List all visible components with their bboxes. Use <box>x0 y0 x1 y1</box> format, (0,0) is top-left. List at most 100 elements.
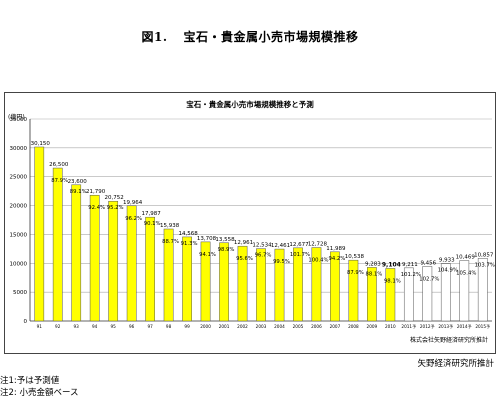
value-label: 15,938 <box>160 223 180 229</box>
growth-rate-label: 100.4% <box>308 258 328 264</box>
y-tick-label: 20000 <box>10 204 28 210</box>
value-label: 19,964 <box>123 200 143 206</box>
bar <box>163 228 174 322</box>
bar <box>34 146 45 322</box>
growth-rate-label: 95.2% <box>107 205 124 211</box>
y-tick-label: 35000 <box>10 117 28 123</box>
figure-number: 図1. <box>141 30 168 44</box>
growth-rate-label: 92.4% <box>88 205 105 211</box>
x-tick-label: 94 <box>92 324 98 329</box>
bar <box>52 167 63 322</box>
value-label: 9,104 <box>382 261 401 268</box>
chart-source: 株式会社矢野経済研究所推計 <box>410 336 488 344</box>
growth-rate-label: 101.7% <box>290 252 310 258</box>
figure-title: 図1. 宝石・貴金属小売市場規模推移 <box>0 28 500 45</box>
growth-rate-label: 96.7% <box>255 253 272 259</box>
x-tick-label: 2007 <box>330 324 341 329</box>
chart-frame <box>4 92 496 354</box>
growth-rate-label: 94.1% <box>199 252 216 258</box>
growth-rate-label: 91.3% <box>181 241 198 247</box>
bar <box>145 216 155 322</box>
x-tick-label: 97 <box>147 324 153 329</box>
bar <box>274 248 285 322</box>
x-tick-label: 2010 <box>385 324 396 329</box>
bar <box>422 266 433 322</box>
value-label: 12,961 <box>234 240 253 246</box>
value-label: 11,989 <box>326 246 346 252</box>
x-tick-label: 2006 <box>311 324 322 329</box>
bar <box>330 251 340 322</box>
bar <box>311 247 322 322</box>
x-tick-label: 2001 <box>219 324 230 329</box>
x-tick-label: 2004 <box>274 324 285 329</box>
x-tick-label: 2013予 <box>438 323 453 329</box>
y-tick-label: 5000 <box>13 290 27 296</box>
bar <box>237 245 248 322</box>
chart-title: 宝石・貴金属小売市場規模推移と予測 <box>186 99 314 109</box>
x-tick-label: 2012予 <box>420 323 435 329</box>
x-tick-label: 95 <box>110 324 116 329</box>
x-tick-label: 2008 <box>348 324 359 329</box>
bar <box>256 248 266 322</box>
y-tick-label: 30000 <box>10 146 28 152</box>
bar <box>367 267 377 322</box>
growth-rate-label: 101.2% <box>401 272 421 278</box>
x-tick-label: 96 <box>129 324 135 329</box>
bar <box>440 263 451 322</box>
value-label: 13,558 <box>215 237 235 243</box>
value-label: 21,790 <box>86 189 106 195</box>
note-1: 注1:予は予測値 <box>0 376 60 386</box>
y-tick-label: 10000 <box>10 261 28 267</box>
bar <box>219 242 229 322</box>
bar <box>200 241 211 322</box>
y-tick-label: 25000 <box>10 175 28 181</box>
bar <box>348 259 359 322</box>
y-tick-label: 15000 <box>10 232 28 238</box>
x-tick-label: 2002 <box>237 324 248 329</box>
value-label: 9,283 <box>365 261 381 267</box>
value-label: 23,600 <box>68 179 88 185</box>
x-tick-label: 2011予 <box>401 323 416 329</box>
figure-title-text: 宝石・貴金属小売市場規模推移 <box>183 30 359 44</box>
x-tick-label: 92 <box>55 324 61 329</box>
value-label: 20,752 <box>105 195 124 201</box>
value-label: 9,211 <box>402 262 418 268</box>
value-label: 12,534 <box>252 243 272 249</box>
value-label: 13,708 <box>197 236 217 242</box>
growth-rate-label: 88.7% <box>162 239 179 245</box>
x-tick-label: 2014予 <box>457 323 472 329</box>
bar <box>385 268 396 322</box>
growth-rate-label: 88.1% <box>365 271 382 277</box>
value-label: 9,933 <box>439 258 455 264</box>
value-label: 10,469 <box>456 255 476 261</box>
growth-rate-label: 95.6% <box>236 256 253 262</box>
growth-rate-label: 87.9% <box>51 178 68 184</box>
growth-rate-label: 104.9% <box>438 268 458 274</box>
source-credit: 矢野経済研究所推計 <box>417 359 494 369</box>
x-tick-label: 2005 <box>293 324 304 329</box>
growth-rate-label: 89.1% <box>70 189 87 195</box>
bar <box>403 267 414 322</box>
bar <box>459 260 470 322</box>
value-label: 26,500 <box>49 162 69 168</box>
y-tick-label: 0 <box>24 319 28 325</box>
x-tick-label: 2009 <box>367 324 378 329</box>
bar <box>71 184 82 322</box>
value-label: 17,987 <box>141 211 161 217</box>
bar <box>293 247 303 322</box>
bar <box>89 194 100 322</box>
note-2: 注2: 小売金額ベース <box>0 388 79 398</box>
bar <box>182 236 192 322</box>
bar <box>108 200 119 322</box>
bar <box>126 205 137 322</box>
growth-rate-label: 96.2% <box>125 216 142 222</box>
x-tick-label: 2003 <box>256 324 267 329</box>
value-label: 12,728 <box>308 242 328 248</box>
growth-rate-label: 94.2% <box>329 256 346 262</box>
growth-rate-label: 98.9% <box>218 247 235 253</box>
x-tick-label: 2000 <box>200 324 211 329</box>
value-label: 9,456 <box>420 260 436 266</box>
value-label: 14,568 <box>178 231 198 237</box>
growth-rate-label: 90.1% <box>144 221 161 227</box>
